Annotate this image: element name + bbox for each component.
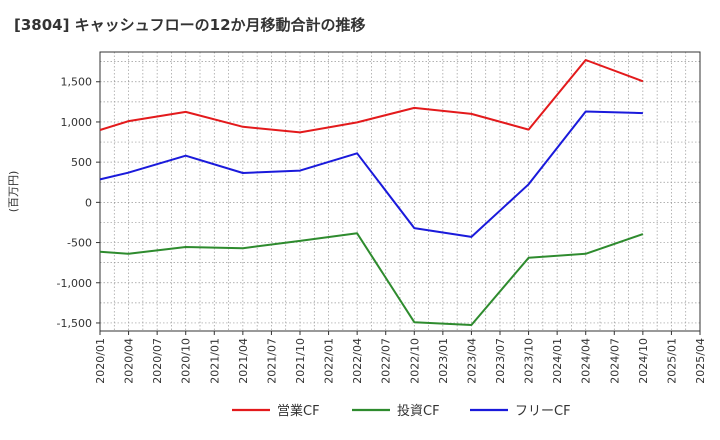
y-tick-label: 500: [71, 156, 92, 169]
x-tick-label: 2020/07: [151, 338, 164, 384]
x-tick-label: 2024/07: [608, 338, 621, 384]
legend-label-2: 投資CF: [397, 403, 440, 419]
x-tick-label: 2021/04: [237, 338, 250, 384]
x-tick-label: 2022/10: [408, 338, 421, 384]
y-tick-label: -1,500: [57, 317, 92, 330]
x-tick-label: 2022/01: [323, 338, 336, 384]
x-tick-label: 2022/04: [351, 338, 364, 384]
x-tick-label: 2025/01: [665, 338, 678, 384]
x-tick-label: 2020/10: [180, 338, 193, 384]
series-line-3: [99, 110, 643, 238]
x-tick-label: 2023/10: [523, 338, 536, 384]
series-line-1: [99, 59, 644, 134]
x-tick-label: 2023/04: [465, 338, 478, 384]
y-tick-label: 1,500: [61, 76, 93, 89]
x-tick-label: 2021/01: [208, 338, 221, 384]
y-axis-label: (百万円): [7, 171, 20, 213]
grid-lines: [99, 52, 701, 331]
x-axis-ticks: 2020/01 2020/04 2020/07 2020/10 2021/01 2021/…: [94, 331, 707, 384]
x-tick-label: 2021/07: [265, 338, 278, 384]
chart-title: [3804] キャッシュフローの12か月移動合計の推移: [14, 16, 366, 34]
x-tick-label: 2023/07: [494, 338, 507, 384]
x-tick-label: 2024/10: [637, 338, 650, 384]
y-axis-ticks: -1,500 -1,000 -500 0 500 1,000 1,500: [57, 76, 100, 330]
y-tick-label: -1,000: [57, 277, 92, 290]
plot-area: [99, 51, 701, 332]
legend-label-3: フリーCF: [515, 404, 571, 419]
x-tick-label: 2024/01: [551, 338, 564, 384]
x-tick-label: 2021/10: [294, 338, 307, 384]
y-tick-label: 0: [85, 196, 92, 209]
x-tick-label: 2024/04: [580, 338, 593, 384]
x-tick-label: 2020/04: [123, 338, 136, 384]
x-tick-label: 2022/07: [380, 338, 393, 384]
legend: 営業CF 投資CF フリーCF: [232, 403, 571, 419]
series-line-2: [99, 232, 644, 326]
y-tick-label: -500: [67, 237, 92, 250]
x-tick-label: 2023/01: [437, 338, 450, 384]
x-tick-label: 2025/04: [694, 338, 707, 384]
series-lines: [99, 59, 644, 326]
legend-label-1: 営業CF: [277, 403, 320, 419]
y-tick-label: 1,000: [61, 116, 93, 129]
x-tick-label: 2020/01: [94, 338, 107, 384]
